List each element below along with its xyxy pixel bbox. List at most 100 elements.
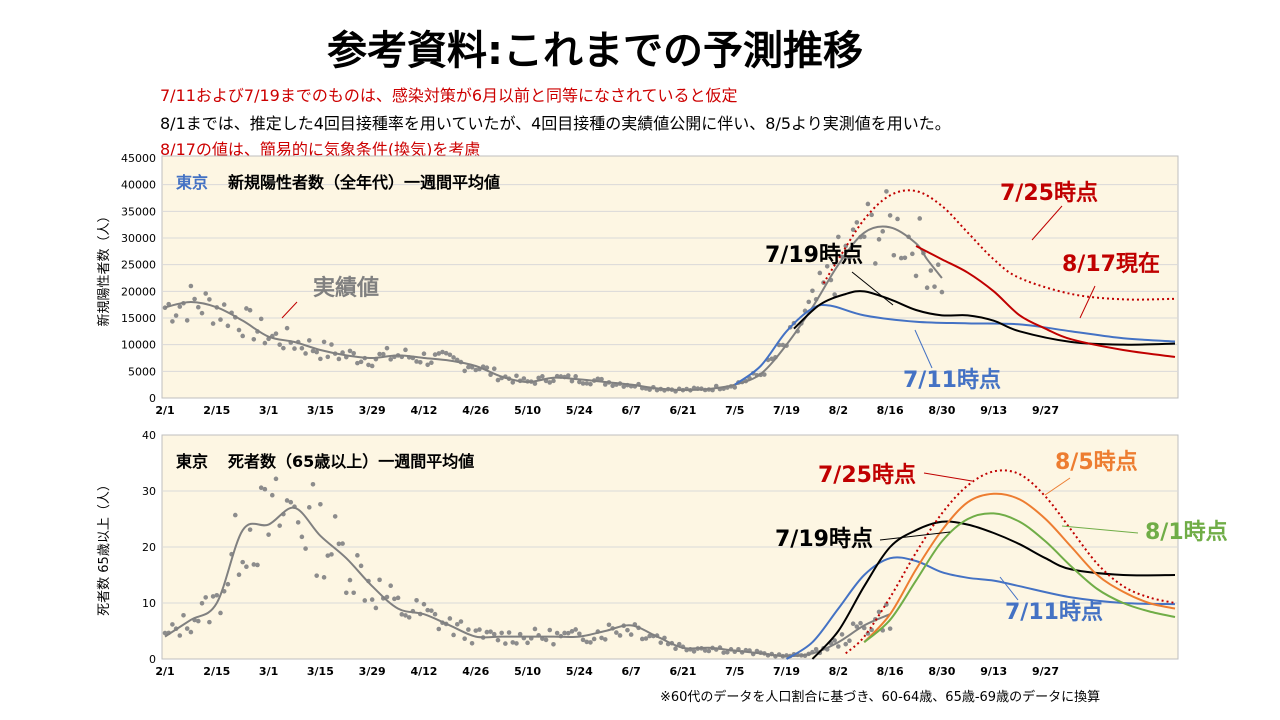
series-line xyxy=(845,469,1176,655)
leader-line xyxy=(1031,205,1063,241)
observed-point xyxy=(336,541,342,547)
observed-point xyxy=(884,189,889,194)
observed-point xyxy=(292,346,297,351)
series-line xyxy=(811,520,1176,660)
observed-point xyxy=(199,601,205,606)
y-axis-label: 死者数 65歳以上（人） xyxy=(97,478,112,616)
observed-point xyxy=(262,486,268,492)
x-tick-label: 3/15 xyxy=(307,665,334,678)
observed-point xyxy=(310,482,316,487)
observed-point xyxy=(207,619,212,625)
observed-point xyxy=(240,333,245,339)
observed-point xyxy=(340,541,345,546)
y-tick-label: 5000 xyxy=(128,365,156,378)
observed-point xyxy=(236,327,242,333)
observed-point xyxy=(218,610,223,616)
observed-point xyxy=(303,351,308,356)
observed-point xyxy=(588,640,593,645)
observed-point xyxy=(580,637,586,643)
observed-point xyxy=(506,630,512,635)
x-tick-label: 7/5 xyxy=(725,665,744,678)
observed-point xyxy=(810,288,815,294)
observed-point xyxy=(170,319,175,324)
observed-point xyxy=(525,640,530,646)
observed-point xyxy=(602,382,608,387)
observed-point xyxy=(647,633,652,639)
observed-point xyxy=(510,380,516,385)
observed-point xyxy=(551,378,556,384)
y-tick-label: 40000 xyxy=(121,179,156,192)
x-tick-label: 8/16 xyxy=(877,404,904,417)
y-tick-label: 30 xyxy=(142,485,156,498)
observed-point xyxy=(491,366,497,372)
y-tick-label: 20000 xyxy=(121,285,156,298)
observed-point xyxy=(199,310,205,316)
observed-point xyxy=(325,354,331,360)
observed-point xyxy=(277,523,282,528)
observed-point xyxy=(451,355,456,360)
observed-point xyxy=(306,338,312,343)
observed-point xyxy=(869,212,874,218)
observed-point xyxy=(318,356,323,362)
annotation-label: 8/5時点 xyxy=(1055,449,1138,475)
observed-point xyxy=(303,546,308,551)
observed-point xyxy=(466,627,471,632)
observed-point xyxy=(314,349,319,355)
observed-point xyxy=(817,270,823,276)
observed-point xyxy=(580,381,586,386)
leader-line xyxy=(1044,477,1071,496)
observed-point xyxy=(510,640,516,645)
annotation-label: 8/1時点 xyxy=(1145,519,1228,545)
observed-point xyxy=(318,502,323,507)
observed-point xyxy=(395,595,401,601)
annotation-label: 7/25時点 xyxy=(818,462,916,488)
note-assumption: 7/11および7/19までのものは、感染対策が6月以前と同等になされていると仮定 xyxy=(160,86,738,105)
x-tick-label: 3/1 xyxy=(259,665,278,678)
observed-point xyxy=(902,255,908,261)
observed-point xyxy=(595,376,601,382)
observed-point xyxy=(577,379,582,385)
annotation-label: 7/19時点 xyxy=(775,526,873,552)
observed-point xyxy=(203,291,208,296)
observed-point xyxy=(388,583,393,589)
leader-line xyxy=(281,301,298,319)
observed-point xyxy=(484,629,490,635)
observed-point xyxy=(850,621,856,627)
observed-point xyxy=(569,378,575,384)
observed-point xyxy=(392,596,397,602)
observed-point xyxy=(225,581,231,587)
observed-point xyxy=(547,380,553,385)
observed-point xyxy=(377,351,382,357)
observed-point xyxy=(806,299,812,305)
observed-point xyxy=(562,630,567,636)
observed-point xyxy=(517,631,523,637)
observed-point xyxy=(236,572,242,578)
observed-point xyxy=(917,216,923,221)
chart-title: 死者数（65歳以上）一週間平均値 xyxy=(228,452,474,471)
observed-point xyxy=(832,292,837,297)
observed-point xyxy=(932,284,937,289)
annotation-label: 7/19時点 xyxy=(765,242,863,268)
observed-point xyxy=(935,262,941,267)
y-tick-label: 0 xyxy=(149,392,156,405)
observed-point xyxy=(839,632,845,637)
observed-point xyxy=(702,648,708,653)
observed-point xyxy=(403,347,408,353)
observed-point xyxy=(602,637,608,642)
observed-point xyxy=(628,632,634,637)
x-tick-label: 3/29 xyxy=(359,404,386,417)
observed-point xyxy=(532,626,538,632)
observed-point xyxy=(769,356,775,362)
observed-point xyxy=(462,636,467,641)
observed-point xyxy=(913,273,919,279)
observed-point xyxy=(188,629,194,635)
observed-point xyxy=(454,622,460,627)
slide-title: 参考資料:これまでの予測推移 xyxy=(327,28,863,74)
observed-point xyxy=(336,356,342,362)
y-tick-label: 10000 xyxy=(121,339,156,352)
observed-point xyxy=(861,234,867,240)
leader-line xyxy=(879,531,951,541)
observed-point xyxy=(625,627,630,633)
observed-point xyxy=(721,650,726,655)
observed-point xyxy=(281,345,286,351)
